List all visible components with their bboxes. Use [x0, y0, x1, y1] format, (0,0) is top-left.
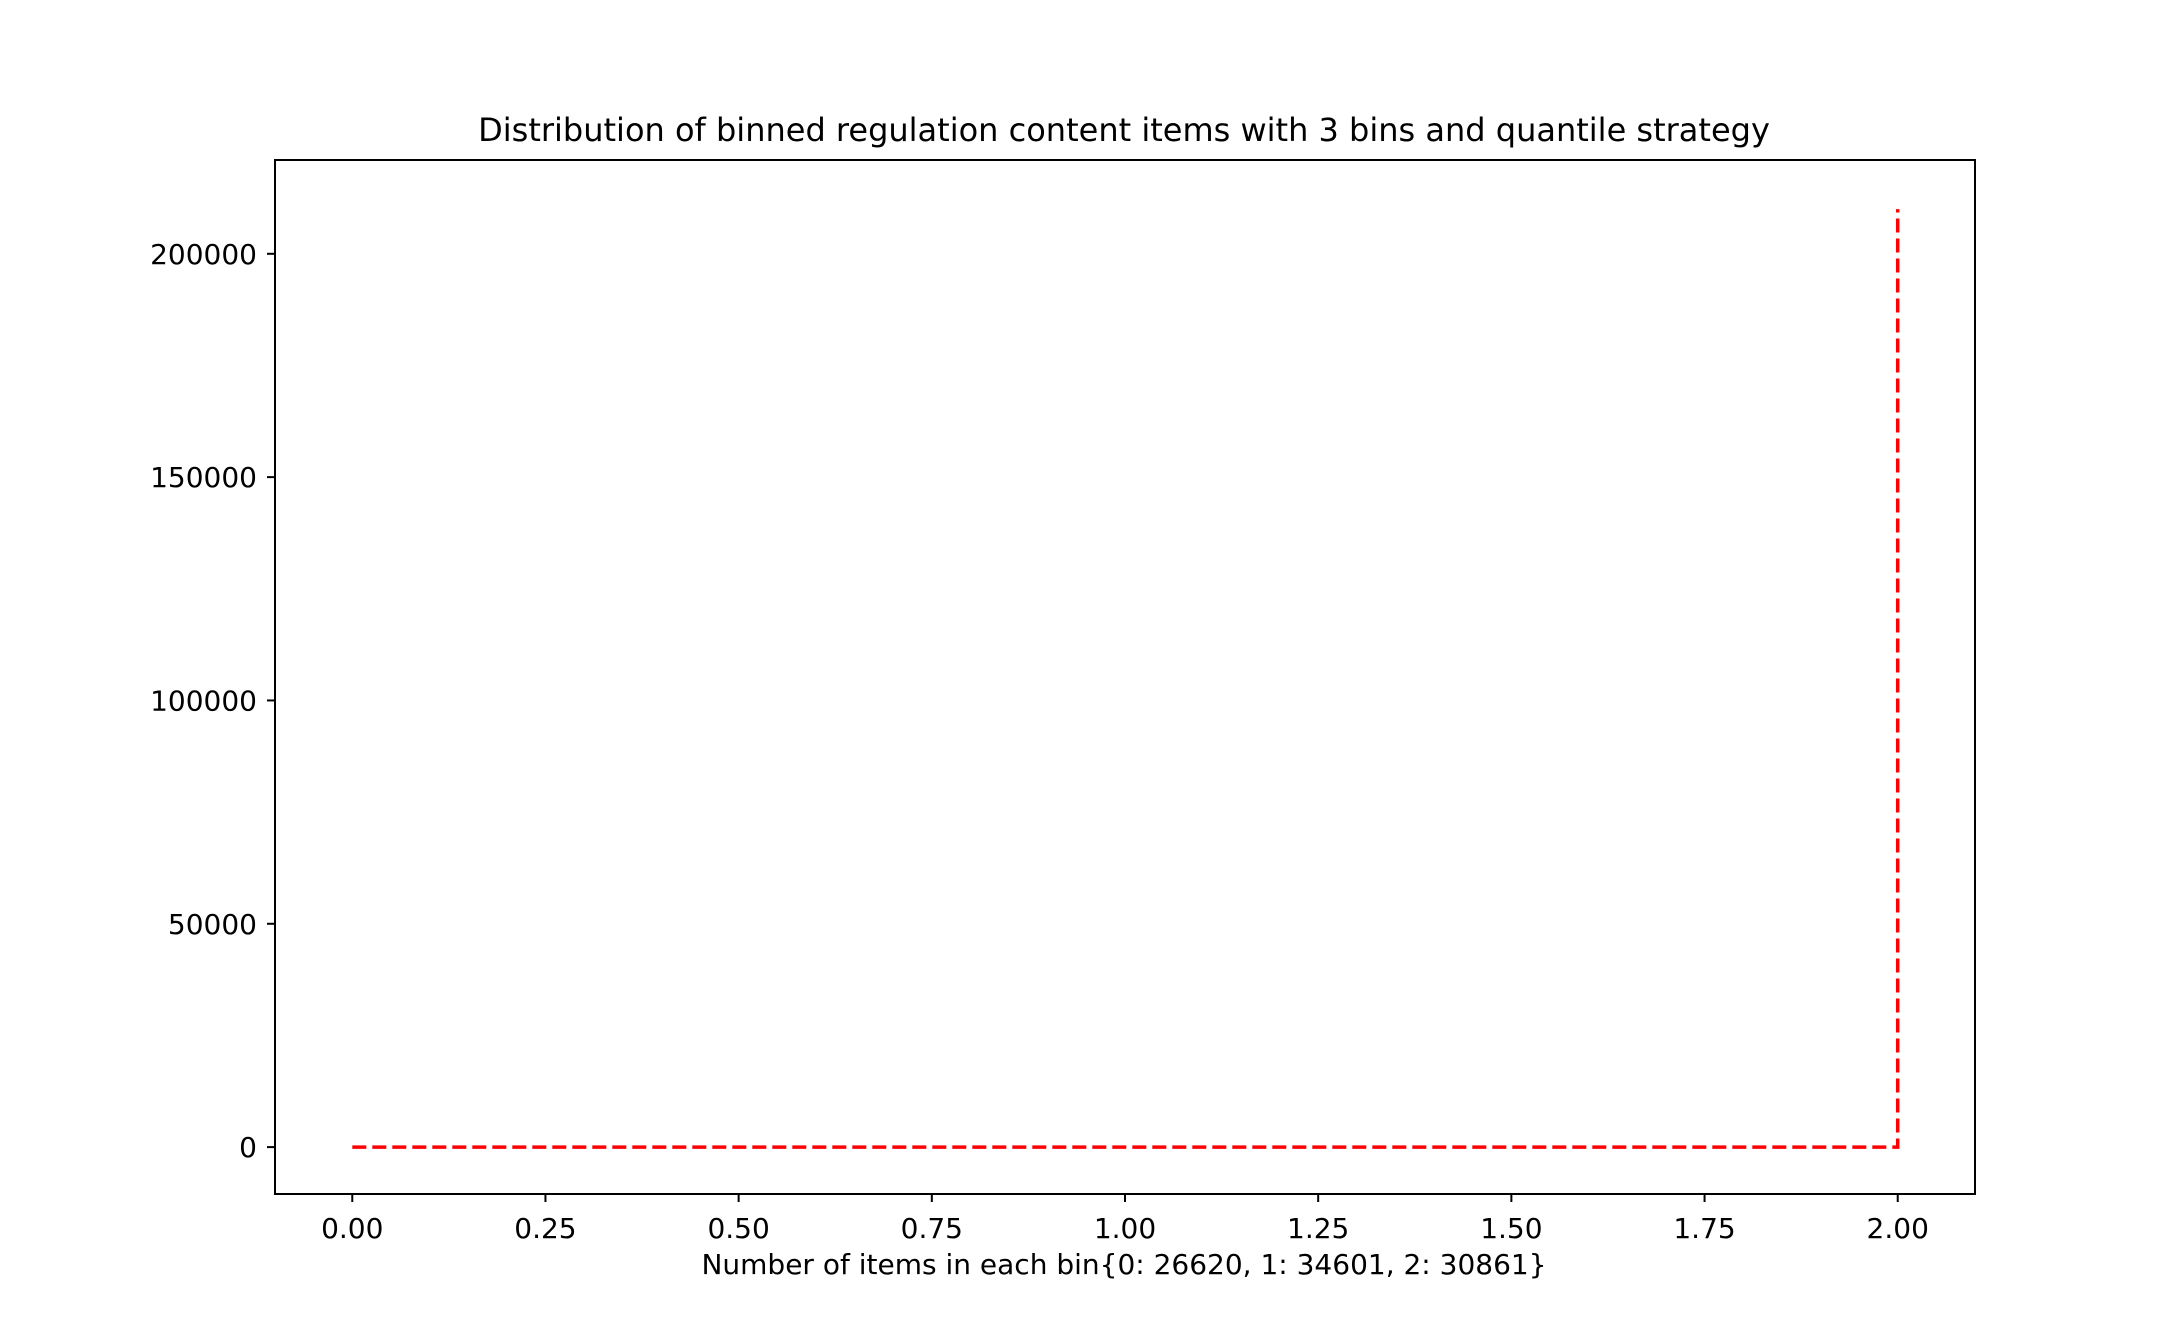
- x-tick-label: 1.50: [1480, 1212, 1542, 1245]
- x-tick-label: 1.00: [1094, 1212, 1156, 1245]
- chart-title: Distribution of binned regulation conten…: [478, 111, 1770, 149]
- x-axis-label: Number of items in each bin{0: 26620, 1:…: [701, 1248, 1546, 1281]
- x-tick-label: 1.75: [1673, 1212, 1735, 1245]
- y-tick-label: 0: [239, 1131, 257, 1164]
- x-tick-label: 0.25: [514, 1212, 576, 1245]
- series-line: [352, 209, 1900, 1149]
- x-tick-label: 2.00: [1867, 1212, 1929, 1245]
- y-tick-label: 150000: [150, 461, 257, 494]
- y-tick-label: 100000: [150, 684, 257, 717]
- plot-area: [352, 209, 1900, 1149]
- plot-frame: [274, 159, 1976, 1195]
- x-tick-label: 0.50: [707, 1212, 769, 1245]
- y-tick-label: 200000: [150, 238, 257, 271]
- x-tick-label: 0.75: [901, 1212, 963, 1245]
- y-tick-label: 50000: [168, 908, 257, 941]
- x-axis: 0.00 0.25 0.50 0.75 1.00 1.25 1.50 1.75 2.00: [321, 1194, 1929, 1245]
- x-tick-label: 0.00: [321, 1212, 383, 1245]
- y-axis: 0 50000 100000 150000 200000: [150, 238, 275, 1164]
- x-tick-label: 1.25: [1287, 1212, 1349, 1245]
